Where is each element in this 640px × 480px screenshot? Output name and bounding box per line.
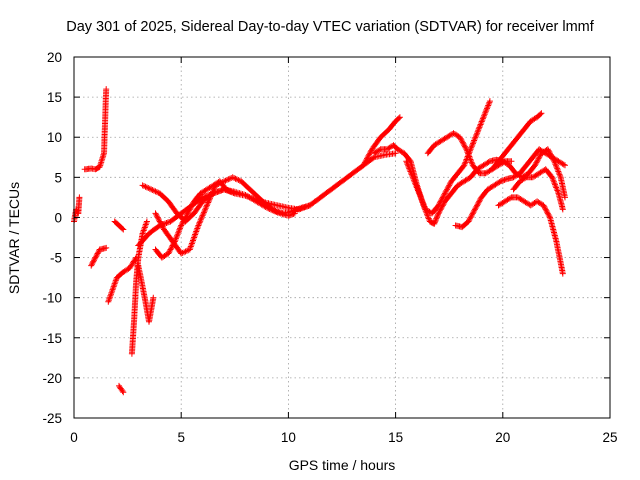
axis-ticks: [73, 56, 611, 419]
x-axis-label: GPS time / hours: [289, 457, 396, 473]
chart-title: Day 301 of 2025, Sidereal Day-to-day VTE…: [66, 19, 595, 35]
x-tick-label: 0: [70, 430, 78, 445]
data-points: [71, 86, 568, 396]
y-tick-label: 20: [47, 50, 62, 65]
series-arc-b: [88, 244, 110, 269]
series-arc-o: [424, 130, 515, 177]
x-tick-labels: 0 5 10 15 20 25: [70, 430, 617, 445]
y-tick-label: -5: [50, 251, 62, 266]
y-tick-label: 0: [54, 210, 62, 225]
series-arc-a: [81, 86, 110, 173]
x-tick-label: 10: [281, 430, 296, 445]
y-tick-label: -20: [42, 371, 62, 386]
series-arc-early: [71, 194, 83, 225]
y-axis-label: SDTVAR / TECUs: [6, 182, 22, 294]
y-tick-label: 5: [54, 170, 62, 185]
grid: [74, 57, 610, 418]
series-arc-g: [116, 382, 127, 396]
x-tick-label: 15: [388, 430, 403, 445]
series-arc-m: [360, 114, 403, 169]
series-arc-i: [139, 182, 298, 225]
x-tick-label: 5: [177, 430, 185, 445]
series-arc-f: [135, 262, 157, 325]
x-tick-label: 20: [495, 430, 510, 445]
series-arc-n: [403, 98, 493, 217]
y-tick-label: -25: [42, 411, 62, 426]
y-tick-labels: -25 -20 -15 -10 -5 0 5 10 15 20: [42, 50, 62, 426]
y-tick-label: -15: [42, 331, 62, 346]
series-arc-d: [111, 218, 127, 233]
y-tick-label: 10: [47, 130, 62, 145]
y-tick-label: -10: [42, 291, 62, 306]
series-arc-c: [105, 254, 140, 305]
series-arc-q: [489, 110, 545, 173]
plot-frame: [73, 56, 611, 419]
x-tick-label: 25: [602, 430, 617, 445]
y-tick-label: 15: [47, 90, 62, 105]
series-arc-k: [152, 178, 238, 261]
series-arc-r: [495, 194, 566, 277]
series-arc-t: [499, 146, 568, 201]
